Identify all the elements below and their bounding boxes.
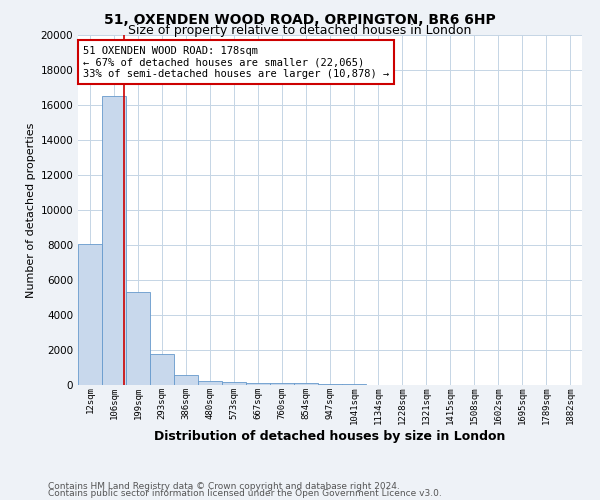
Text: 51, OXENDEN WOOD ROAD, ORPINGTON, BR6 6HP: 51, OXENDEN WOOD ROAD, ORPINGTON, BR6 6H… <box>104 12 496 26</box>
Text: Contains HM Land Registry data © Crown copyright and database right 2024.: Contains HM Land Registry data © Crown c… <box>48 482 400 491</box>
Bar <box>198 380 222 385</box>
Bar <box>126 292 150 385</box>
X-axis label: Distribution of detached houses by size in London: Distribution of detached houses by size … <box>154 430 506 442</box>
Bar <box>294 383 318 385</box>
Text: 51 OXENDEN WOOD ROAD: 178sqm
← 67% of detached houses are smaller (22,065)
33% o: 51 OXENDEN WOOD ROAD: 178sqm ← 67% of de… <box>83 46 389 78</box>
Bar <box>102 96 126 385</box>
Bar <box>222 382 246 385</box>
Bar <box>150 354 174 385</box>
Bar <box>318 384 342 385</box>
Bar <box>246 383 270 385</box>
Text: Size of property relative to detached houses in London: Size of property relative to detached ho… <box>128 24 472 37</box>
Bar <box>270 383 294 385</box>
Text: Contains public sector information licensed under the Open Government Licence v3: Contains public sector information licen… <box>48 490 442 498</box>
Bar <box>342 384 366 385</box>
Bar <box>78 244 102 385</box>
Bar <box>174 376 198 385</box>
Y-axis label: Number of detached properties: Number of detached properties <box>26 122 36 298</box>
